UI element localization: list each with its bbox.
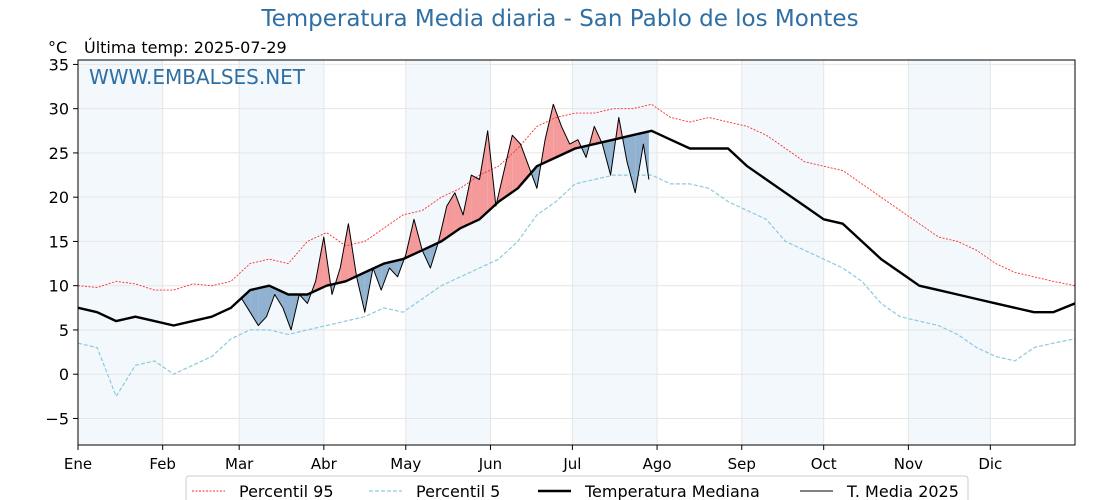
anomaly-fill [561,126,570,155]
legend-label-p95: Percentil 95 [239,482,334,500]
month-band-5 [908,60,991,445]
anomaly-fill [504,135,513,198]
series-median-line [78,129,1075,327]
anomaly-fill [258,286,267,326]
x-tick-label-nov: Nov [894,455,923,473]
grid-lines [77,60,1075,445]
legend-label-median: Temperatura Mediana [584,482,760,500]
anomaly-fill [463,175,472,227]
anomaly-fill [340,223,349,283]
plot-frame [77,59,1076,446]
x-tick-label-may: May [390,455,421,473]
x-tick-label-ago: Ago [643,455,672,473]
anomaly-fill [512,135,521,193]
y-unit-label: °C [48,38,68,57]
legend-label-year: T. Media 2025 [846,482,959,500]
chart-title: Temperatura Media diaria - San Pablo de … [261,6,859,32]
anomaly-fill [454,192,464,232]
anomaly-fill [250,288,259,326]
y-tick-label: 30 [49,100,69,119]
x-tick-label-sep: Sep [728,455,756,473]
x-tick-label-mar: Mar [225,455,254,473]
anomaly-fill [553,104,562,159]
anomaly-fill [241,290,251,313]
watermark: WWW.EMBALSES.NET [89,65,306,89]
anomaly-fill [627,134,636,193]
y-tick-label: 15 [49,232,69,251]
anomaly-fill [274,288,283,308]
anomaly-fill [520,144,529,186]
x-tick-label-jul: Jul [562,455,581,473]
month-band-1 [239,60,324,445]
y-tick-label: 35 [49,55,69,74]
legend: Percentil 95 Percentil 5 Temperatura Media… [185,475,969,500]
x-tick-label-dic: Dic [978,455,1002,473]
anomaly-fill [282,292,292,330]
y-tick-label: 0 [59,365,69,384]
legend-box [185,475,969,500]
month-band-0 [78,60,163,445]
x-tick-label-feb: Feb [149,455,176,473]
series-p5-line [78,174,1075,397]
y-tick-label: 20 [49,188,69,207]
month-band-3 [572,60,658,445]
month-bands [78,60,991,445]
x-tick-label-abr: Abr [311,455,338,473]
anomaly-fill [545,104,554,163]
last-temp-label: Última temp: 2025-07-29 [84,38,287,57]
anomaly-fill [446,192,455,238]
series-year-line [241,103,650,331]
y-tick-label: −5 [45,409,69,428]
x-tick-label-jun: Jun [478,455,502,473]
anomaly-fill [266,286,275,317]
y-tick-label: 5 [59,321,69,340]
y-tick-label: 10 [49,277,69,296]
y-axis: −5 0 5 10 15 20 25 30 35 [45,55,78,428]
legend-label-p5: Percentil 5 [416,482,500,500]
month-band-4 [741,60,824,445]
anomaly-fill [479,130,488,220]
x-tick-label-oct: Oct [811,455,837,473]
anomaly-fill [389,260,398,277]
x-tick-label-ene: Ene [64,455,92,473]
x-axis: Ene Feb Mar Abr May Jun Jul Ago Sep Oct Nov Dic [64,445,1002,473]
y-tick-label: 25 [49,144,69,163]
series-lines [78,103,1075,397]
anomaly-fill [471,175,480,224]
